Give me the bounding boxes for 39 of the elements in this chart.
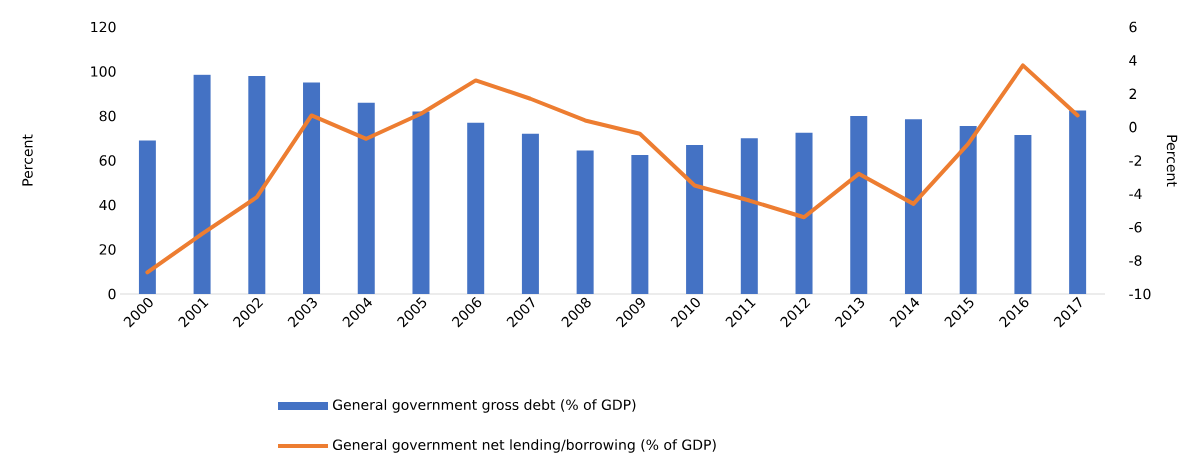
y-tick-label: 80 xyxy=(99,110,116,122)
bar xyxy=(412,111,430,294)
bar xyxy=(795,132,813,294)
bar xyxy=(1014,134,1032,294)
y2-tick-label: 2 xyxy=(1129,88,1137,99)
y2-axis-title: Percent xyxy=(1166,135,1178,187)
y2-tick-label: 0 xyxy=(1129,121,1137,133)
y2-tick-label: -4 xyxy=(1129,188,1142,199)
bar xyxy=(303,82,321,294)
bar xyxy=(193,74,211,294)
y-axis-title: Percent xyxy=(22,134,33,186)
y-tick-label: 100 xyxy=(91,66,116,77)
y2-tick-label: -2 xyxy=(1129,155,1142,166)
y-tick-label: 120 xyxy=(91,21,116,33)
y-tick-label: 0 xyxy=(108,288,116,300)
bar xyxy=(467,122,485,294)
y2-tick-label: 4 xyxy=(1129,55,1137,66)
bar xyxy=(576,150,594,294)
bar xyxy=(959,126,977,294)
bar xyxy=(904,119,922,294)
bar xyxy=(686,144,704,294)
y2-tick-label: 6 xyxy=(1129,21,1137,33)
bar xyxy=(631,154,649,294)
legend-label: General government net lending/borrowing (% of GDP) xyxy=(332,439,716,453)
line-series xyxy=(145,63,1080,275)
y-tick-label: 60 xyxy=(99,155,116,166)
bar xyxy=(138,140,156,294)
y-tick-label: 40 xyxy=(99,199,116,211)
bar xyxy=(521,133,539,294)
bar xyxy=(1069,110,1087,294)
bar xyxy=(357,102,375,294)
legend-label: General government gross debt (% of GDP) xyxy=(332,399,636,413)
y2-tick-label: -8 xyxy=(1129,255,1142,266)
bar xyxy=(850,115,868,294)
y-tick-label: 20 xyxy=(99,244,116,255)
y2-tick-label: -10 xyxy=(1129,288,1151,300)
y2-tick-label: -6 xyxy=(1129,221,1142,233)
bar xyxy=(740,138,758,294)
bar xyxy=(248,75,266,294)
